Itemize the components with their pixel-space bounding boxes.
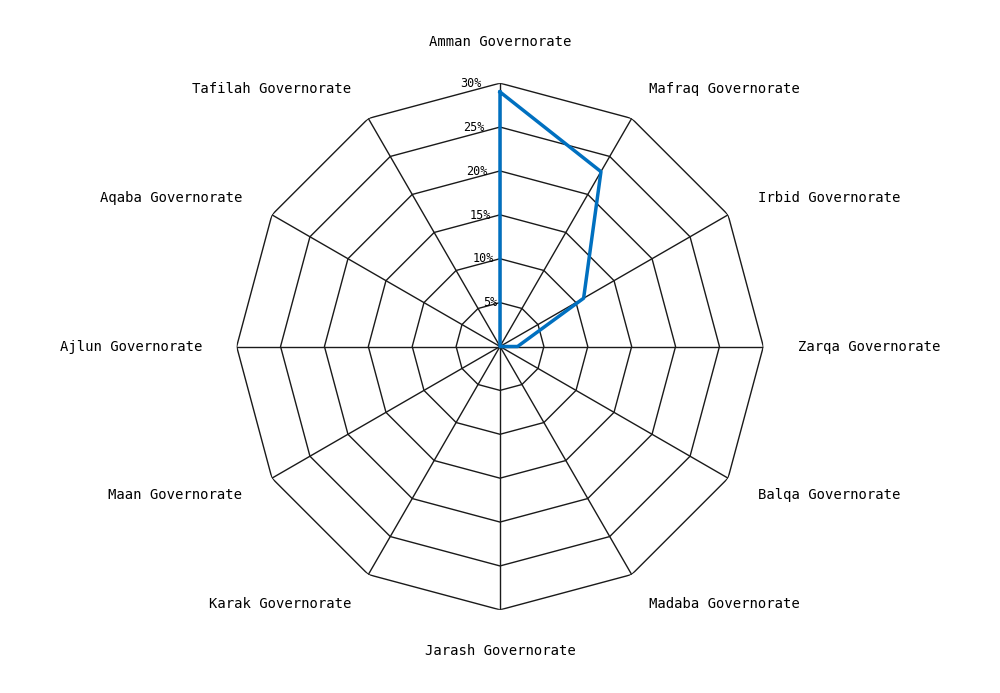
Text: Zarqa Governorate: Zarqa Governorate — [798, 340, 940, 353]
Text: 15%: 15% — [469, 209, 491, 222]
Text: Madaba Governorate: Madaba Governorate — [649, 597, 800, 611]
Text: 30%: 30% — [460, 78, 482, 90]
Text: Ajlun Governorate: Ajlun Governorate — [60, 340, 202, 353]
Text: Jarash Governorate: Jarash Governorate — [425, 644, 575, 658]
Text: Amman Governorate: Amman Governorate — [429, 35, 571, 49]
Text: Karak Governorate: Karak Governorate — [209, 597, 351, 611]
Text: 20%: 20% — [466, 165, 488, 178]
Text: Irbid Governorate: Irbid Governorate — [758, 191, 900, 204]
Text: Tafilah Governorate: Tafilah Governorate — [192, 82, 351, 96]
Text: Mafraq Governorate: Mafraq Governorate — [649, 82, 800, 96]
Text: 10%: 10% — [473, 252, 494, 265]
Text: Aqaba Governorate: Aqaba Governorate — [100, 191, 242, 204]
Text: 25%: 25% — [463, 121, 485, 134]
Text: Maan Governorate: Maan Governorate — [108, 489, 242, 502]
Text: Balqa Governorate: Balqa Governorate — [758, 489, 900, 502]
Text: 5%: 5% — [483, 296, 497, 309]
